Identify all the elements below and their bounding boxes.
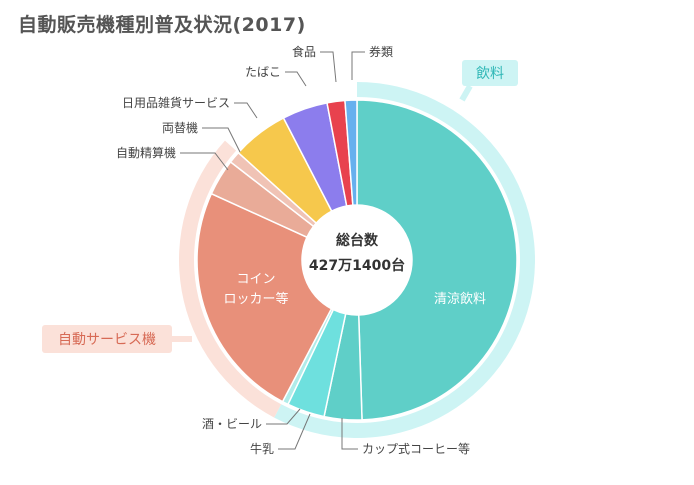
slice-label: 牛乳: [250, 441, 274, 456]
leader-line: [278, 413, 311, 450]
slice-label: 酒・ビール: [202, 417, 262, 431]
leader-line: [180, 152, 229, 171]
slice-label: コインロッカー等: [223, 272, 288, 307]
leader-line: [320, 51, 337, 83]
group-label: 飲料: [476, 66, 504, 82]
slices: [196, 99, 518, 421]
chart-title: 自動販売機種別普及状況(2017): [18, 14, 306, 36]
group-connector: [459, 84, 473, 102]
group-label-box: [462, 60, 518, 86]
slice-label: 両替機: [162, 120, 198, 135]
slice-label: 清涼飲料: [434, 291, 486, 307]
leader-line: [234, 102, 258, 119]
group-label-box: [42, 325, 172, 353]
leader-line: [202, 127, 241, 153]
slice-label: 券類: [369, 44, 393, 59]
slice-label: 食品: [292, 44, 316, 59]
leader-line: [266, 408, 301, 425]
center-value: 427万1400台: [309, 257, 405, 274]
slice-label: 日用品雑貨サービス: [122, 95, 230, 110]
group-rings: [178, 82, 535, 438]
slice-label: たばこ: [245, 65, 281, 79]
group-label: 自動サービス機: [58, 332, 156, 348]
slice-label: カップ式コーヒー等: [362, 442, 470, 456]
leader-line: [341, 418, 358, 450]
group-ring-1: [178, 140, 282, 418]
center-label: 総台数: [336, 232, 379, 249]
donut-hole: [302, 205, 412, 315]
leader-line: [285, 71, 307, 87]
slice-label: 自動精算機: [116, 145, 176, 160]
leader-line: [351, 51, 365, 80]
